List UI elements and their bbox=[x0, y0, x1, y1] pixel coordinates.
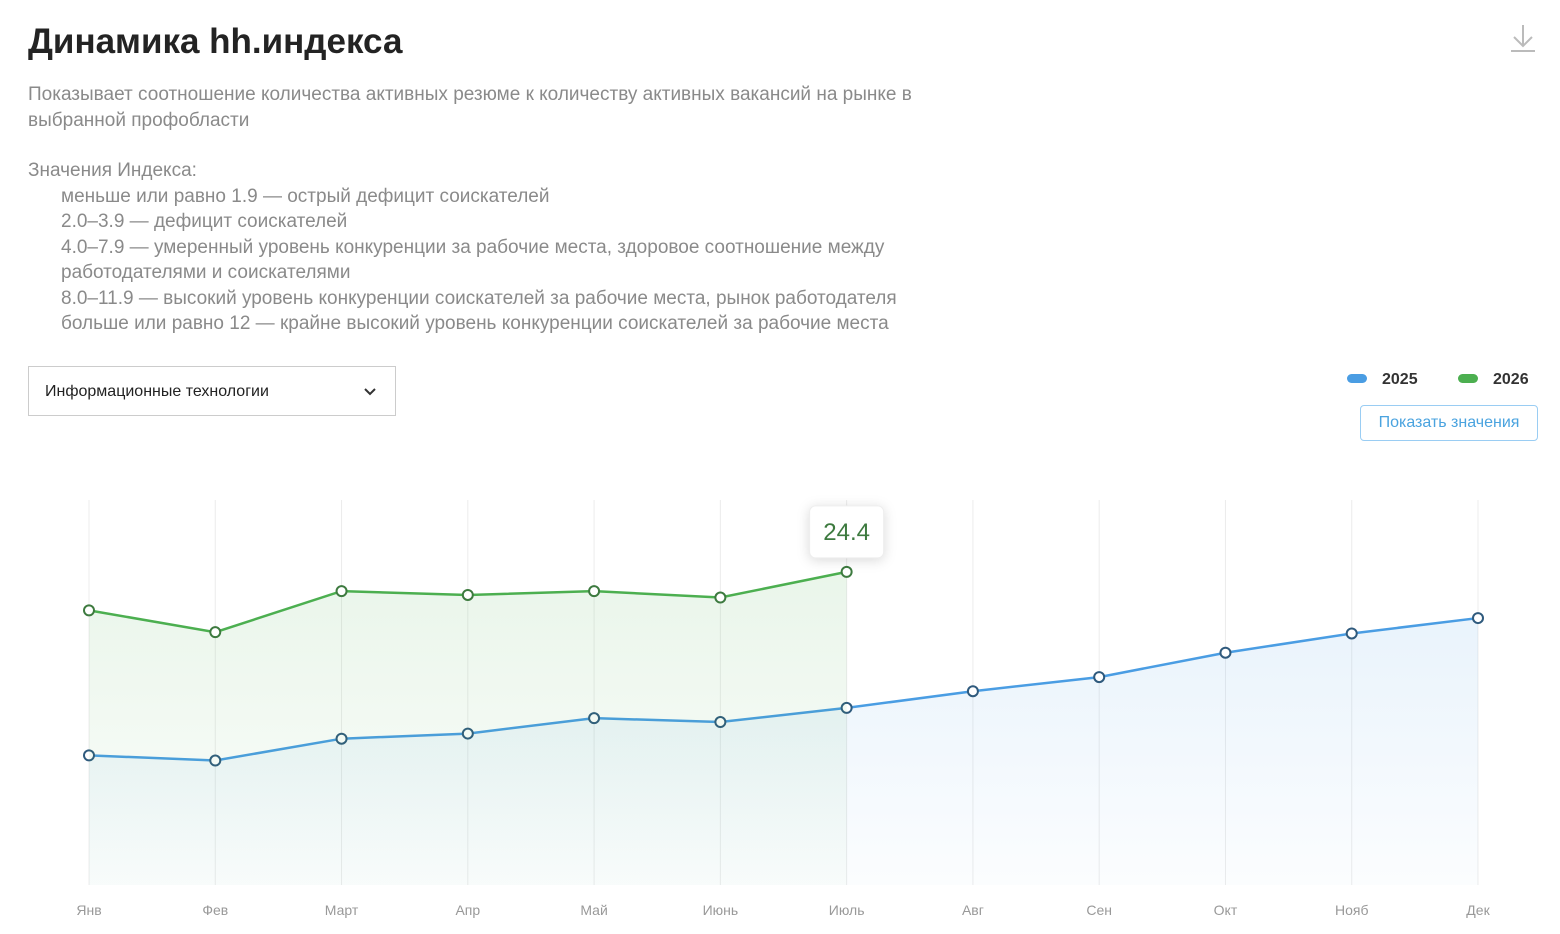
point bbox=[1093, 671, 1106, 684]
point bbox=[1219, 646, 1232, 659]
tooltip-box bbox=[809, 505, 885, 559]
download-icon[interactable] bbox=[1508, 22, 1538, 54]
point bbox=[83, 604, 95, 617]
point bbox=[1472, 612, 1484, 625]
index-item: 4.0–7.9 — умеренный уровень конкуренции … bbox=[61, 236, 885, 284]
x-tick-label: Май bbox=[580, 902, 607, 918]
point bbox=[209, 626, 222, 639]
index-list: меньше или равно 1.9 — острый дефицит со… bbox=[28, 184, 978, 337]
index-values: Значения Индекса: меньше или равно 1.9 —… bbox=[28, 158, 978, 337]
index-title: Значения Индекса: bbox=[28, 160, 197, 181]
x-tick-label: Июль bbox=[829, 902, 865, 918]
x-tick-label: Авг bbox=[962, 902, 984, 918]
legend-label: 2026 bbox=[1493, 371, 1529, 388]
point bbox=[335, 585, 348, 598]
point bbox=[840, 565, 853, 578]
area bbox=[89, 571, 847, 885]
dropdown[interactable]: Информационные технологии bbox=[28, 366, 396, 416]
point bbox=[966, 685, 979, 698]
index-item: больше или равно 12 — крайне высокий уро… bbox=[61, 313, 889, 334]
x-tick-label: Янв bbox=[76, 902, 101, 918]
x-tick-label: Апр bbox=[455, 902, 480, 918]
x-tick-label: Фев bbox=[202, 902, 228, 918]
tooltip-label: 24.4 bbox=[823, 519, 870, 546]
point bbox=[1345, 627, 1358, 640]
description: Показывает соотношение количества активн… bbox=[28, 84, 912, 131]
index-item: 2.0–3.9 — дефицит соискателей bbox=[61, 211, 348, 232]
x-tick-label: Нояб bbox=[1335, 902, 1369, 918]
legend-swatch bbox=[1458, 374, 1478, 383]
point bbox=[588, 585, 601, 598]
legend-swatch bbox=[1347, 374, 1367, 383]
dropdown-label: Информационные технологии bbox=[45, 383, 269, 400]
point bbox=[461, 588, 474, 601]
x-tick-label: Окт bbox=[1214, 902, 1238, 918]
x-tick-label: Июнь bbox=[703, 902, 739, 918]
chevron bbox=[364, 388, 376, 396]
point bbox=[714, 591, 727, 604]
index-item: меньше или равно 1.9 — острый дефицит со… bbox=[61, 185, 550, 207]
index-item: 8.0–11.9 — высокий уровень конкуренции с… bbox=[61, 287, 897, 309]
show-values-button[interactable]: Показать значения bbox=[1360, 405, 1538, 441]
x-tick-label: Сен bbox=[1086, 902, 1112, 918]
x-tick-label: Дек bbox=[1466, 902, 1490, 918]
title: Динамика hh.индекса bbox=[28, 22, 403, 61]
chart: Янв Фев Март Апр Май Июнь Июль Авг Сен Окт Нояб Дек… bbox=[76, 371, 1529, 918]
legend-label: 2025 bbox=[1382, 371, 1418, 388]
x-tick-label: Март bbox=[325, 902, 359, 918]
